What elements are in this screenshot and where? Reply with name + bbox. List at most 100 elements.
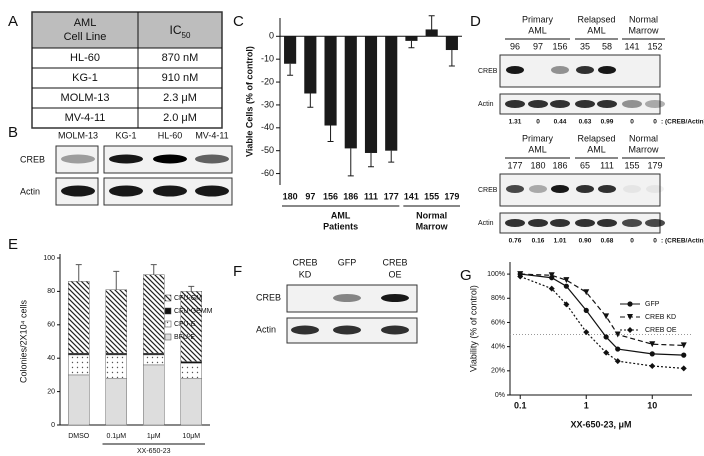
group-label: Relapsed [577,14,615,24]
y-tick-label: -30 [261,99,274,109]
blot-band [646,185,664,193]
error-bar [388,150,395,163]
header-subscript: 50 [182,31,191,40]
blot-box [286,284,418,313]
ratio-label: 0.90 [579,238,592,245]
blot-band [333,294,361,302]
ratio-label: 0 [630,238,634,245]
ratio-label: 1.01 [554,238,567,245]
group-label: AML [528,25,547,35]
x-tick-label: 179 [444,191,459,201]
marker [649,362,656,369]
legend-label: GFP [645,301,660,308]
lane-label: 177 [507,160,522,170]
ratio-label: 0.63 [579,119,592,126]
group-label: Normal [416,210,447,220]
lane-label: 97 [533,41,543,51]
error-bar [287,63,294,76]
blot-band [61,185,95,197]
blot-band [576,185,594,193]
x-axis-title: XX-650-23, μM [570,419,631,429]
blot-band [550,100,570,108]
x-tick-label: 177 [384,191,399,201]
blot-band [195,185,229,197]
y-tick-label: 0 [269,31,274,41]
lane-label: 152 [647,41,662,51]
error-bar [347,148,354,177]
marker [649,351,655,357]
y-tick-label: 40% [491,343,505,350]
blot-band [291,325,319,335]
legend-swatch [164,333,172,341]
lane-label: 156 [552,41,567,51]
blot-band [622,219,642,227]
y-tick-label: 20% [491,368,505,375]
blot-band [623,185,641,193]
blot-band [381,294,409,302]
blot-band [645,219,665,227]
series-line [520,273,684,356]
y-tick-label: 80 [47,288,55,295]
x-tick-label: 1μM [147,433,161,440]
row-label: CREB [478,187,498,194]
table-cell: MOLM-13 [61,92,110,104]
group-label: Primary [522,14,553,24]
ratio-suffix: : (CREB/Actin) [661,238,704,245]
bar [405,36,418,41]
y-tick-label: -50 [261,145,274,155]
x-tick-label: 10μM [182,433,200,440]
group-label: Relapsed [577,133,615,143]
bar [425,29,438,37]
table-header-bg [32,12,222,48]
marker [603,349,610,356]
table-cell: KG-1 [72,72,98,84]
group-label: Marrow [628,25,659,35]
blot-band [598,185,616,193]
series-line [520,275,684,369]
marker [627,301,633,307]
header-cell: IC50 [170,23,191,39]
error-bar [408,40,415,49]
bar [344,36,357,149]
group-label: AML [528,144,547,154]
blot-band [109,154,143,164]
panel-letter: F [233,263,242,280]
bar [284,36,297,64]
row-label: Actin [478,220,494,227]
legend-label: CFU-GEMM [174,308,213,315]
marker [583,307,589,313]
y-tick-label: 40 [47,355,55,362]
legend-label: BFU-E [174,334,195,341]
ratio-label: 0.44 [554,119,567,126]
y-tick-label: 20 [47,388,55,395]
x-tick-label: 155 [424,191,439,201]
legend-label: CFU-E [174,321,196,328]
ratio-label: 0.68 [601,238,614,245]
row-label: Actin [478,101,494,108]
group-label: Patients [323,221,358,231]
blot-band [153,154,187,164]
marker [603,313,610,320]
x-tick-label: 141 [404,191,419,201]
marker [615,346,621,352]
marker [614,331,621,338]
bar-segment [68,374,90,426]
panel-letter: A [8,13,18,30]
bar [445,36,458,51]
marker [563,301,570,308]
lane-label: HL-60 [158,130,183,140]
bar-segment [143,274,165,354]
bar-segment [143,364,165,426]
marker [603,334,609,340]
table-cell: 870 nM [162,52,199,64]
row-label: CREB [478,68,498,75]
table-border [31,11,223,129]
blot-band [528,219,548,227]
lane-label: 180 [530,160,545,170]
error-bar [448,50,455,67]
series-line [520,273,684,347]
ratio-label: 0 [630,119,634,126]
group-label: Marrow [628,144,659,154]
ratio-label: 0.99 [601,119,614,126]
